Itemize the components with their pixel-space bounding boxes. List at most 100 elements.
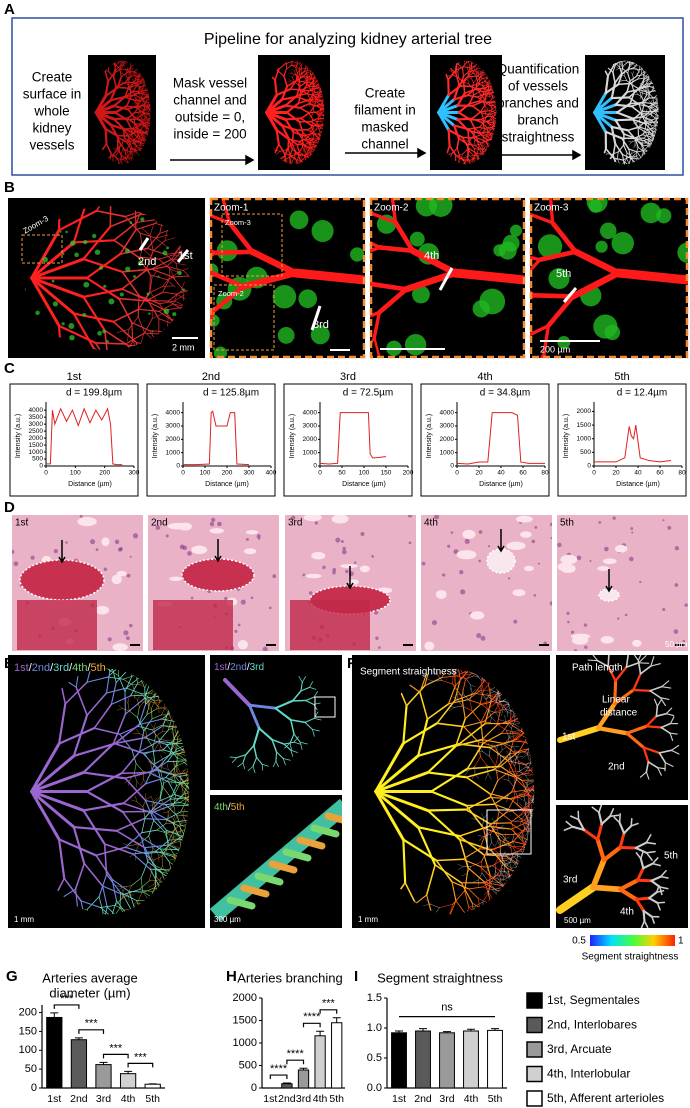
vessel xyxy=(113,148,116,152)
vessel xyxy=(305,134,311,140)
nucleus xyxy=(107,637,112,642)
vessel xyxy=(176,293,186,300)
vessel xyxy=(104,127,108,145)
vessel xyxy=(487,111,492,117)
vessel-lumen xyxy=(19,559,105,601)
vessel xyxy=(628,49,629,52)
vessel xyxy=(105,143,112,155)
vessel xyxy=(168,271,179,280)
vessel xyxy=(275,128,280,146)
vessel xyxy=(30,754,76,793)
vessel xyxy=(492,96,496,99)
vessel xyxy=(468,83,473,89)
lumen xyxy=(111,574,122,585)
vessel xyxy=(304,153,309,156)
nucleus xyxy=(256,534,261,539)
cell xyxy=(162,250,168,256)
vessel xyxy=(117,158,121,165)
vessel xyxy=(480,121,488,128)
vessel xyxy=(615,177,617,180)
vessel xyxy=(530,255,542,262)
nucleus xyxy=(129,623,133,628)
nucleus xyxy=(375,636,379,640)
cell xyxy=(59,230,62,233)
vessel xyxy=(270,52,272,54)
lumen xyxy=(424,641,435,651)
vessel xyxy=(284,148,289,157)
vessel xyxy=(139,112,143,117)
lumen xyxy=(560,564,576,574)
vessel xyxy=(611,171,615,174)
vessel xyxy=(487,126,490,129)
nucleus xyxy=(604,546,609,552)
cell xyxy=(62,252,65,256)
vessel xyxy=(291,153,298,157)
vessel xyxy=(639,96,642,100)
vessel xyxy=(165,252,180,255)
vessel xyxy=(135,145,139,149)
vessel xyxy=(485,99,488,103)
vessel xyxy=(647,142,650,147)
vessel xyxy=(122,60,127,64)
vessel xyxy=(308,81,314,87)
vessel xyxy=(643,148,649,152)
vessel xyxy=(143,100,148,106)
vessel xyxy=(291,60,295,63)
vessel xyxy=(156,707,164,710)
vessel xyxy=(124,68,128,70)
vessel xyxy=(322,117,325,119)
vessel xyxy=(473,147,476,155)
vessel xyxy=(488,110,490,114)
vessel xyxy=(487,92,493,94)
vessel xyxy=(158,258,171,270)
vessel xyxy=(462,149,468,155)
vessel xyxy=(464,65,467,68)
vessel xyxy=(120,375,133,382)
vessel xyxy=(290,71,293,74)
vessel xyxy=(295,92,308,97)
vessel xyxy=(632,74,634,80)
vessel xyxy=(30,240,76,280)
vessel xyxy=(152,364,162,367)
vessel xyxy=(461,68,465,77)
vessel xyxy=(453,67,457,70)
vessel xyxy=(110,403,113,414)
vessel xyxy=(654,101,657,105)
vessel xyxy=(126,154,130,158)
vessel xyxy=(653,97,658,101)
vessel xyxy=(652,132,656,135)
vessel xyxy=(306,71,308,75)
vessel xyxy=(482,92,489,96)
vessel xyxy=(650,124,656,127)
vessel xyxy=(123,82,128,85)
vessel xyxy=(137,98,140,103)
vessel xyxy=(479,69,482,73)
nucleus xyxy=(342,546,346,551)
vessel xyxy=(632,71,634,75)
vessel xyxy=(23,396,44,406)
vessel xyxy=(548,198,555,225)
vessel xyxy=(102,358,108,377)
nucleus xyxy=(332,568,337,572)
cell xyxy=(310,325,330,345)
vessel xyxy=(474,155,477,159)
vessel xyxy=(542,324,551,356)
vessel xyxy=(132,136,138,142)
vessel xyxy=(163,707,169,711)
vessel xyxy=(323,115,325,117)
vessel xyxy=(604,83,620,95)
vessel xyxy=(491,92,495,94)
vessel xyxy=(125,332,145,345)
vessel xyxy=(646,125,650,131)
nucleus xyxy=(662,607,666,612)
vessel xyxy=(610,81,617,100)
cell xyxy=(103,284,107,288)
vessel xyxy=(618,68,624,70)
vessel xyxy=(303,155,306,160)
vessel xyxy=(630,176,632,179)
nucleus xyxy=(165,534,169,538)
vessel xyxy=(141,76,144,80)
vessel xyxy=(612,64,616,73)
vessel xyxy=(580,163,583,166)
vessel xyxy=(313,84,318,86)
